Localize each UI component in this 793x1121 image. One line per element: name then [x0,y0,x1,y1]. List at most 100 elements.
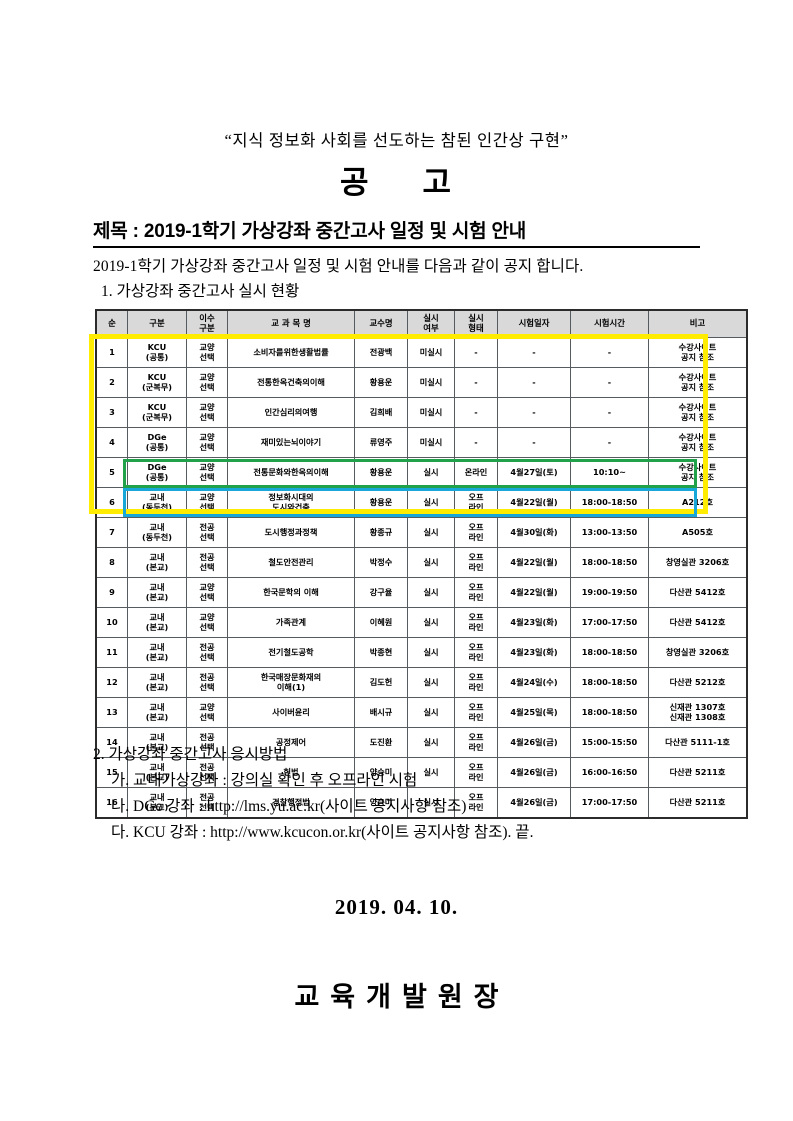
cell-isu-line1: 전공 [199,791,215,802]
cell-time: 18:00-18:50 [570,487,649,518]
cell-date: 4월22일(월) [497,547,571,578]
cell-time: 13:00-13:50 [570,517,649,548]
cell-held-line1: 실시 [423,706,439,717]
cell-gubun-line2: (본교) [145,741,169,752]
cell-note: 신재관 1307호 신재관 1308호 [648,697,748,728]
cell-subject: 정보화시대의 도시와건축 [227,487,355,518]
cell-subject: 도시행정과정책 [227,517,355,548]
cell-num: 4 [95,427,128,458]
cell-subject: 한국문학의 이해 [227,577,355,608]
cell-date: 4월26일(금) [497,787,571,819]
cell-isu-line2: 선택 [199,501,215,512]
cell-format-line1: 온라인 [464,466,488,477]
cell-num: 15 [95,757,128,788]
cell-held-line1: 실시 [423,736,439,747]
table-row: 13 교내 (본교) 교양 선택 사이버윤리 배시규 실시 오프 라인 4월25일(목) 18:00-… [95,697,748,728]
cell-num-line1: 12 [106,676,118,687]
signer-title: 교육개발원장 [294,982,510,1012]
cell-held: 미실시 [407,337,455,368]
cell-professor: 박종현 [354,637,408,668]
cell-note-line2: 공지 참조 [681,471,714,482]
cell-gubun-line1: 교내 [149,551,165,562]
cell-num-line1: 4 [109,436,115,447]
cell-note-line1: A505호 [682,526,713,537]
cell-gubun-line1: 교내 [149,671,165,682]
cell-isu: 교양 선택 [186,427,228,458]
cell-isu: 교양 선택 [186,367,228,398]
note-item-na: 나. DGe 강좌 : http://lms.yu.ac.kr(사이트 공지사항… [111,798,467,815]
cell-subject-line1: 전통문화와한옥의이해 [253,466,329,477]
title-underline [93,246,700,248]
title-block: 제목 : 2019-1학기 가상강좌 중간고사 일정 및 시험 안내 [93,216,700,248]
cell-time-line1: - [607,406,612,417]
cell-isu: 교양 선택 [186,487,228,518]
table-row: 5 DGe (공통) 교양 선택 전통문화와한옥의이해 황용운 실시 온라인 4월27일(토) 10… [95,457,748,488]
cell-gubun: KCU (군복무) [127,397,187,428]
cell-note-line2: 공지 참조 [681,441,714,452]
cell-held-line1: 미실시 [419,436,443,447]
table-row: 7 교내 (동두천) 전공 선택 도시행정과정책 황종규 실시 오프 라인 4월30일(화) 13:0… [95,517,748,548]
cell-note-line1: 창영실관 3206호 [665,556,730,567]
cell-num: 14 [95,727,128,758]
note-item-ga: 가. 교내가상강좌 : 강의실 확인 후 오프라인 시험 [111,772,418,789]
cell-date-line1: - [532,376,536,387]
cell-gubun-line1: 교내 [149,641,165,652]
cell-professor-line1: 박종현 [369,646,393,657]
cell-time: 19:00-19:50 [570,577,649,608]
table-row: 3 KCU (군복무) 교양 선택 인간심리의여행 김희배 미실시 - - - 수강사이트 공지 참조 [95,397,748,428]
cell-gubun-line1: KCU [147,371,167,382]
cell-format-line1: 오프 [468,611,484,622]
cell-isu-line1: 전공 [199,641,215,652]
cell-gubun-line1: 교내 [149,731,165,742]
cell-held-line1: 실시 [423,646,439,657]
cell-note-line1: 다산관 5111-1호 [665,736,730,747]
cell-isu: 전공 선택 [186,637,228,668]
cell-isu: 교양 선택 [186,577,228,608]
cell-subject-line1: 철도안전관리 [268,556,314,567]
cell-date-line1: 4월30일(화) [510,526,558,537]
cell-professor-line1: 강구율 [369,586,393,597]
cell-note: 창영실관 3206호 [648,637,748,668]
col-header-format-line1: 실시 [468,313,484,324]
cell-isu-line2: 선택 [199,591,215,602]
cell-isu-line1: 교양 [199,401,215,412]
cell-date: 4월24일(수) [497,667,571,698]
cell-gubun-line2: (공통) [145,351,169,362]
cell-time: 16:00-16:50 [570,757,649,788]
cell-held: 실시 [407,757,455,788]
cell-isu: 전공 선택 [186,667,228,698]
cell-subject: 전통문화와한옥의이해 [227,457,355,488]
cell-gubun-line2: (공통) [145,471,169,482]
cell-note-line2: 공지 참조 [681,411,714,422]
cell-isu-line2: 선택 [199,351,215,362]
cell-isu-line1: 교양 [199,461,215,472]
cell-isu: 전공 선택 [186,547,228,578]
cell-isu-line2: 선택 [199,441,215,452]
cell-format-line1: - [474,346,478,357]
cell-professor: 황용운 [354,367,408,398]
cell-note-line1: 다산관 5412호 [669,616,726,627]
cell-gubun: 교내 (본교) [127,637,187,668]
cell-time: 10:10~ [570,457,649,488]
cell-isu-line2: 선택 [199,381,215,392]
col-header-held-line2: 여부 [423,323,439,333]
cell-professor-line1: 박정수 [369,556,393,567]
cell-gubun-line2: (동두천) [141,531,173,542]
cell-note-line1: A212호 [682,496,713,507]
cell-subject-line2: 도시와건축 [272,501,310,512]
cell-subject-line1: 정보화시대의 [268,491,314,502]
cell-time: 18:00-18:50 [570,547,649,578]
cell-note: 수강사이트 공지 참조 [648,397,748,428]
cell-professor-line1: 황종규 [369,526,393,537]
cell-isu-line2: 선택 [199,471,215,482]
cell-professor-line1: 도진환 [369,736,393,747]
cell-gubun-line2: (공통) [145,441,169,452]
cell-isu-line1: 전공 [199,521,215,532]
cell-note: 수강사이트 공지 참조 [648,337,748,368]
cell-held: 실시 [407,577,455,608]
cell-format: 오프 라인 [454,757,498,788]
cell-subject-line2: 이해(1) [276,681,306,692]
cell-time-line1: 19:00-19:50 [581,586,638,597]
cell-format-line2: 라인 [468,801,484,812]
cell-num: 7 [95,517,128,548]
